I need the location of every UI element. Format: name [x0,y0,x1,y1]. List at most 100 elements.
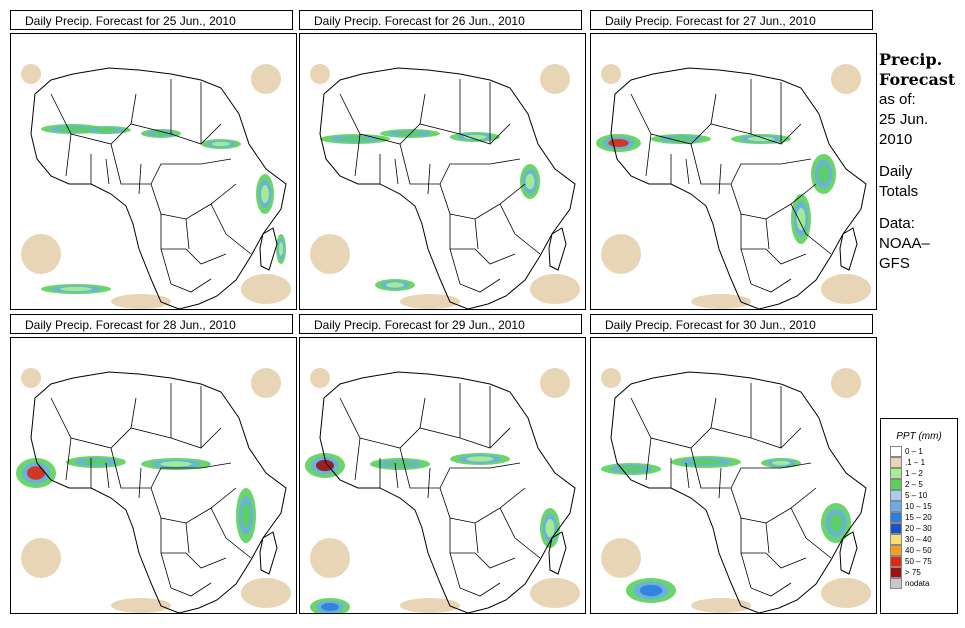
country-border [160,248,212,293]
legend-item: 10 – 15 [890,501,957,512]
light-precip-area [540,64,570,94]
legend-swatch [890,490,902,501]
light-precip-area [831,64,861,94]
legend-label: 50 – 75 [905,557,932,566]
light-precip-area [400,294,460,309]
legend-title: PPT (mm) [896,431,942,442]
precip-area [58,126,86,132]
africa-coastline [610,371,867,613]
legend-swatch [890,446,902,457]
country-border [740,248,792,293]
legend-label: nodata [905,579,930,588]
country-border [740,214,807,265]
precip-area [60,286,92,292]
legend-swatch [890,523,902,534]
legend-label: 5 – 10 [905,491,928,500]
light-precip-area [821,578,871,608]
precip-area [260,185,270,203]
legend-swatch [890,479,902,490]
legend-item: 50 – 75 [890,556,957,567]
africa-precip-map [590,33,877,310]
madagascar-outline [839,531,858,575]
country-border [765,218,770,250]
country-border [790,507,832,559]
country-border [765,522,770,554]
map-canvas [21,64,291,309]
map-canvas [596,64,871,309]
legend-swatch [890,512,902,523]
country-border [645,133,652,177]
light-precip-area [821,274,871,304]
light-precip-area [691,294,751,309]
country-border [710,397,717,429]
madagascar-outline [839,227,858,271]
legend-label: .1 – 1 [905,458,926,467]
map-canvas [305,368,580,613]
legend-item: 0 – 1 [890,446,957,457]
data-source-2: GFS [879,255,910,272]
asof-year: 2010 [879,131,913,148]
precip-area [321,602,339,612]
country-border [449,552,501,597]
country-border [210,507,252,559]
country-border [685,158,690,185]
legend-label: 1 – 2 [905,469,923,478]
panel-title: Daily Precip. Forecast for 29 Jun., 2010 [299,314,582,334]
country-border [138,467,142,499]
asof-date: 25 Jun. [879,111,929,128]
country-border [449,214,516,265]
light-precip-area [400,598,460,613]
legend-swatch [890,501,902,512]
light-precip-area [831,368,861,398]
country-border [419,93,426,125]
country-border [50,397,222,449]
country-border [645,437,652,481]
precip-area [747,136,775,142]
africa-precip-map [10,33,297,310]
country-border [449,518,516,569]
precip-area [617,466,645,472]
precip-area [278,242,284,256]
country-border [474,218,479,250]
africa-coastline [319,371,576,613]
legend-item: 1 – 2 [890,468,957,479]
country-border [210,203,252,255]
light-precip-area [601,538,641,578]
country-border [685,462,690,489]
legend-swatch [890,556,902,567]
map-canvas [310,64,580,309]
light-precip-area [310,234,350,274]
country-border [105,158,110,185]
country-border [394,158,399,185]
country-border [690,143,812,185]
madagascar-outline [259,227,278,271]
country-border [354,437,361,481]
country-border [50,93,222,145]
country-border [150,487,237,524]
country-border [718,467,722,499]
precip-area [829,514,843,532]
legend-item: .1 – 1 [890,457,957,468]
light-precip-area [691,598,751,613]
country-border [130,93,137,125]
precip-area [639,584,663,597]
country-border [730,487,817,524]
map-canvas [16,368,291,613]
light-precip-area [310,368,330,388]
light-precip-area [601,368,621,388]
light-precip-area [601,234,641,274]
legend-item: nodata [890,578,957,589]
madagascar-outline [259,531,278,575]
country-border [427,163,431,195]
precip-area [796,207,806,231]
light-precip-area [601,64,621,84]
country-border [499,203,541,255]
totals-line-1: Daily [879,163,913,180]
ppt-legend: PPT (mm) 0 – 1 .1 – 1 1 – 2 2 – 5 5 – 10 10 –… [880,418,958,614]
map-canvas [601,368,871,613]
country-border [185,522,190,554]
country-border [427,467,431,499]
legend-label: 0 – 1 [905,447,923,456]
precip-area [386,461,414,467]
light-precip-area [21,368,41,388]
